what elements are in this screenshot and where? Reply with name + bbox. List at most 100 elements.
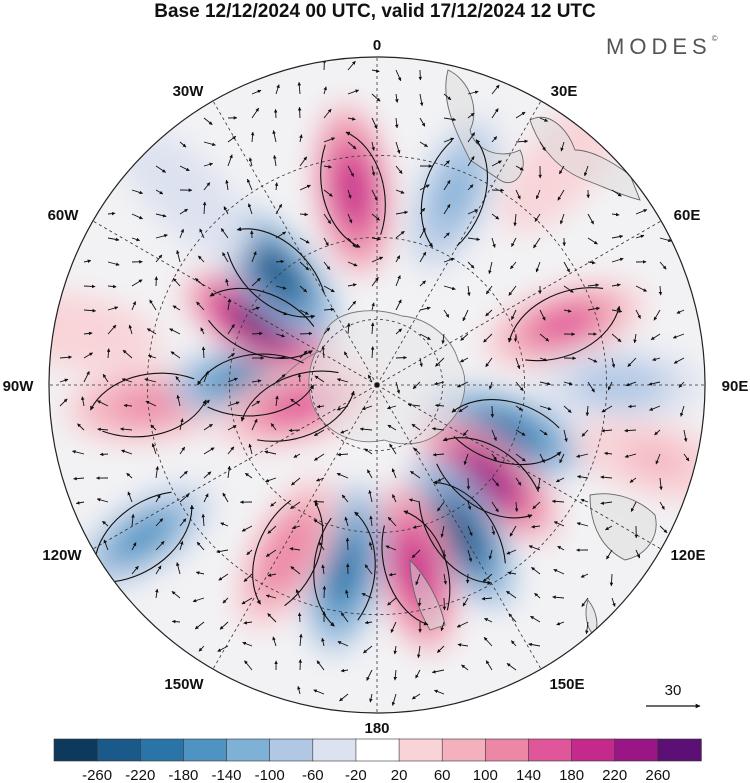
wind-arrow: [179, 141, 187, 148]
wind-arrow: [199, 228, 205, 239]
copyright-mark: ©: [711, 34, 718, 43]
wind-arrow: [203, 182, 211, 191]
anomaly-level: [461, 454, 515, 502]
wind-arrow: [515, 429, 526, 436]
wind-arrow: [435, 403, 445, 408]
wind-arrow: [407, 403, 421, 407]
wind-arrow: [635, 234, 645, 239]
streamline-loop: [90, 372, 207, 438]
wind-arrow: [299, 184, 311, 191]
latitude-circle: [228, 236, 526, 534]
wind-arrow: [227, 401, 240, 407]
lon-label-30e: 30E: [551, 83, 578, 100]
wind-arrow: [587, 260, 596, 265]
streamline-loop: [436, 437, 540, 519]
wind-arrow: [250, 131, 255, 143]
wind-arrow: [364, 448, 373, 455]
colorbar-tick-label: -180: [168, 767, 198, 783]
wind-arrow: [515, 189, 521, 200]
wind-arrow: [463, 453, 469, 466]
wind-arrow: [170, 351, 181, 359]
wind-arrow: [219, 621, 229, 630]
wind-arrow: [412, 525, 421, 529]
wind-arrow: [179, 470, 188, 479]
wind-arrow: [220, 522, 229, 527]
wind-arrow: [585, 405, 590, 417]
wind-arrow: [370, 322, 375, 335]
wind-arrow: [391, 693, 397, 706]
wind-arrow: [412, 381, 421, 390]
wind-arrow: [466, 477, 471, 490]
streamline: [236, 226, 325, 295]
wind-arrow: [539, 381, 551, 386]
wind-arrow: [367, 469, 373, 479]
wind-arrow: [440, 525, 445, 538]
wind-arrow: [435, 357, 445, 367]
wind-arrow: [408, 498, 421, 503]
wind-arrow: [289, 547, 301, 551]
colorbar-swatch: [312, 738, 357, 762]
wind-arrow: [576, 453, 589, 458]
wind-arrow: [323, 307, 335, 312]
colorbar-tick-label: -140: [211, 767, 241, 783]
wind-arrow: [83, 370, 90, 383]
wind-arrow: [370, 346, 375, 359]
wind-arrow: [467, 209, 479, 215]
colorbar-tick-label: -100: [255, 767, 285, 783]
wind-arrow: [658, 285, 663, 296]
wind-arrow: [359, 427, 373, 431]
wind-arrow: [103, 539, 109, 551]
wind-arrow: [122, 349, 133, 359]
wind-arrow: [624, 428, 637, 433]
wind-arrow: [419, 333, 431, 340]
wind-arrow: [528, 545, 541, 551]
map-disc: [49, 57, 705, 713]
wind-arrow: [299, 156, 308, 167]
wind-arrow: [627, 357, 637, 367]
wind-arrow: [155, 254, 163, 263]
wind-arrow: [227, 154, 233, 167]
wind-arrow: [416, 645, 421, 659]
wind-arrow: [481, 596, 493, 601]
wind-arrow: [368, 541, 373, 551]
wind-arrow: [227, 298, 231, 311]
wind-arrow: [510, 261, 517, 270]
wind-arrow: [251, 418, 258, 431]
wind-arrow: [506, 549, 517, 555]
streamline: [451, 399, 560, 429]
wind-arrow: [587, 237, 598, 245]
streamline: [442, 437, 540, 493]
wind-arrow: [387, 597, 397, 606]
wind-arrow: [611, 257, 624, 263]
wind-arrow: [563, 309, 572, 313]
wind-arrow: [485, 309, 493, 317]
wind-arrow: [653, 309, 661, 321]
wind-arrow: [624, 453, 637, 458]
wind-arrow: [581, 597, 589, 607]
wind-arrow: [265, 549, 277, 557]
lon-label-150w: 150W: [164, 676, 204, 693]
wind-arrow: [600, 475, 613, 480]
wind-arrow: [557, 189, 565, 201]
wind-arrow: [107, 261, 120, 266]
wind-arrow: [275, 285, 287, 290]
colorbar-swatch: [441, 738, 487, 762]
wind-arrow: [123, 403, 133, 408]
wind-arrow: [265, 594, 277, 599]
wind-arrow: [336, 472, 349, 479]
streamline-loop: [451, 399, 562, 466]
wind-arrow: [194, 621, 205, 630]
wind-arrow: [609, 573, 614, 587]
wind-arrow: [577, 475, 589, 479]
colorbar-tick-label: -20: [345, 767, 367, 783]
wind-arrow: [395, 299, 402, 311]
wind-arrow: [367, 374, 373, 383]
wind-arrow: [155, 588, 159, 599]
wind-arrow: [563, 261, 570, 273]
wind-arrow: [431, 669, 445, 674]
wind-arrow: [491, 237, 496, 248]
wind-arrow: [347, 300, 357, 311]
streamlines: [90, 131, 621, 627]
wind-arrow: [216, 549, 229, 554]
